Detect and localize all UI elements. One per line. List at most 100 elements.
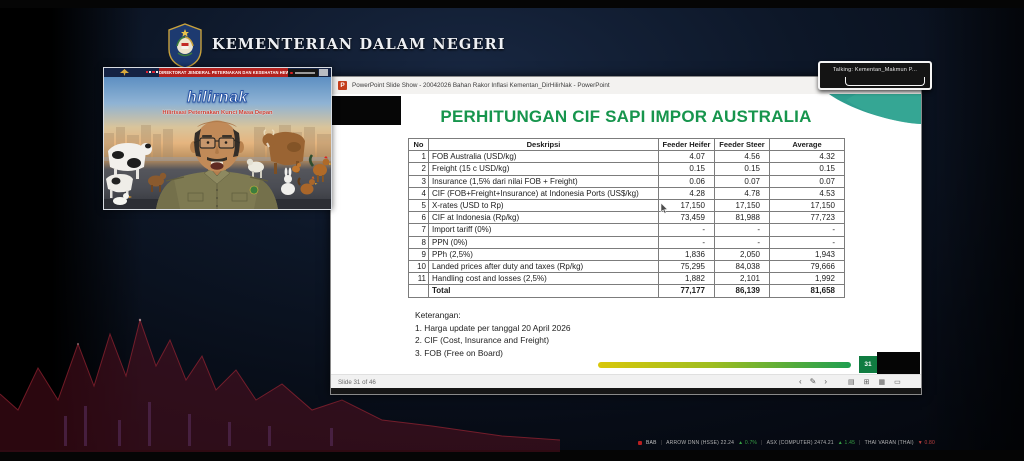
slide-corner-swoosh [829,94,921,124]
talking-indicator: Talking: Kementan_Makmun P... [818,61,932,90]
table-cell: Total [428,284,659,298]
rooster [308,154,331,182]
table-cell: 17,150 [714,199,770,213]
table-cell: 1,992 [769,272,845,286]
ticker-segment: ARROW DNN (HSSE) 22.24 [666,439,735,446]
video-feed: hilirnak Hilirisasi Peternakan Kunci Mas… [104,77,331,209]
column-header: Feeder Heifer [658,137,715,152]
note-item: 1. Harga update per tanggal 20 April 202… [415,322,571,333]
cif-table: No Deskripsi Feeder Heifer Feeder Steer Aver… [408,137,845,298]
ticker-segment: ▲ 1.45 [837,439,856,446]
normal-view-button[interactable]: ▤ [848,378,855,386]
table-cell: 5 [408,199,429,213]
table-cell: 79,666 [769,260,845,274]
window-title: PowerPoint Slide Show - 20042026 Bahan R… [352,82,610,89]
table-cell: - [658,223,715,237]
table-cell: 7 [408,223,429,237]
table-row: 7 Import tariff (0%) - - - [408,223,845,237]
table-cell: Import tariff (0%) [428,223,659,237]
calf [106,174,133,198]
slide-surface[interactable]: PERHITUNGAN CIF SAPI IMPOR AUSTRALIA No D… [331,94,921,374]
table-row: 9 PPh (2,5%) 1,836 2,050 1,943 [408,247,845,262]
table-cell: 86,139 [714,284,770,298]
presenter-video-scene [104,120,331,209]
holstein-cow [108,143,152,179]
table-cell: CIF (FOB+Freight+Insurance) at Indonesia… [428,186,659,201]
white-goat [246,158,264,178]
table-cell: - [769,223,845,237]
video-top-banner: DIREKTORAT JENDERAL PETERNAKAN DAN KESEH… [104,68,331,77]
table-cell: Landed prices after duty and taxes (Rp/k… [428,260,659,274]
page-title: KEMENTERIAN DALAM NEGERI [212,36,506,53]
talking-indicator-frame [845,77,925,86]
mouse-cursor [660,203,668,214]
table-cell: 2,050 [714,247,770,262]
table-cell: 1 [408,150,429,164]
window-bottom-edge [331,388,921,394]
table-cell: PPN (0%) [428,235,659,249]
table-cell: 17,150 [658,199,715,213]
slide-sorter-button[interactable]: ⊞ [863,378,870,386]
table-cell: X-rates (USD to Rp) [428,199,659,213]
table-cell: Handling cost and losses (2,5%) [428,272,659,286]
participant-name-tag [288,68,318,77]
display-settings-button[interactable]: ▭ [894,378,901,386]
table-header-row: No Deskripsi Feeder Heifer Feeder Steer Aver… [408,137,845,152]
stock-ticker: BAB | ARROW DNN (HSSE) 22.24 ▲ 0.7% | ASX (CO… [638,437,1024,448]
table-cell: 9 [408,247,429,262]
note-item: 3. FOB (Free on Board) [415,347,503,358]
powerpoint-statusbar: Slide 31 of 46 ‹ ✎ › ▤ ⊞ ▦ ▭ [331,374,921,389]
uniform-badge [249,185,259,195]
table-row: 11 Handling cost and losses (2,5%) 1,882 2,… [408,272,845,286]
table-cell: 0.15 [714,162,770,176]
cif-table-container: No Deskripsi Feeder Heifer Feeder Steer Aver… [408,137,845,298]
powerpoint-icon: P [338,81,347,90]
table-row: 1 FOB Australia (USD/kg) 4.07 4.56 4.32 [408,150,845,164]
table-cell: 81,658 [769,284,845,298]
table-cell: 0.15 [769,162,845,176]
ticker-separator: | [660,439,663,446]
next-slide-button[interactable]: › [824,377,828,386]
table-row: 3 Insurance (1,5% dari nilai FOB + Freigh… [408,174,845,188]
table-cell: 4.07 [658,150,715,164]
table-cell: PPh (2,5%) [428,247,659,262]
table-cell: 1,882 [658,272,715,286]
rabbit [281,167,295,195]
table-cell: 0.15 [658,162,715,176]
ticker-segment: ▼ 0.80 [917,439,935,446]
table-row: Total 77,177 86,139 81,658 [408,284,845,298]
table-row: 6 CIF at Indonesia (Rp/kg) 73,459 81,988 77,… [408,211,845,225]
table-cell: - [658,235,715,249]
brown-goat [148,172,167,192]
column-header: Deskripsi [428,137,659,152]
ticker-segment: ASX (COMPUTER) 2474.21 [766,439,834,446]
garuda-icon [120,69,129,76]
participant-video-window[interactable]: DIREKTORAT JENDERAL PETERNAKAN DAN KESEH… [103,67,332,210]
banner-dots [146,71,158,74]
table-cell: - [714,235,770,249]
table-cell: 4.53 [769,186,845,201]
table-cell: 0.07 [714,174,770,188]
hilirnak-tagline: Hilirisasi Peternakan Kunci Masa Depan [162,110,273,116]
table-cell: Insurance (1,5% dari nilai FOB + Freight… [428,174,659,188]
video-quality-badge [319,69,328,76]
black-overlay-top-left [332,96,401,125]
hen [297,176,318,195]
hilirnak-logo: hilirnak [187,89,248,107]
slide-notes: Keterangan: 1. Harga update per tanggal … [415,310,571,358]
table-row: 2 Freight (15 c USD/kg) 0.15 0.15 0.15 [408,162,845,176]
pen-tool-button[interactable]: ✎ [809,377,817,386]
ticker-separator: | [761,439,763,446]
table-cell: - [714,223,770,237]
notes-list: 1. Harga update per tanggal 20 April 202… [415,323,571,358]
notes-heading: Keterangan: [415,310,461,320]
table-row: 8 PPN (0%) - - - [408,235,845,249]
column-header: Average [769,137,845,152]
table-cell: 4.56 [714,150,770,164]
prev-slide-button[interactable]: ‹ [799,377,802,386]
ticker-separator: | [859,439,861,446]
reading-view-button[interactable]: ▦ [878,378,886,386]
slide-title: PERHITUNGAN CIF SAPI IMPOR AUSTRALIA [440,107,812,126]
table-cell: 4.28 [658,186,715,201]
